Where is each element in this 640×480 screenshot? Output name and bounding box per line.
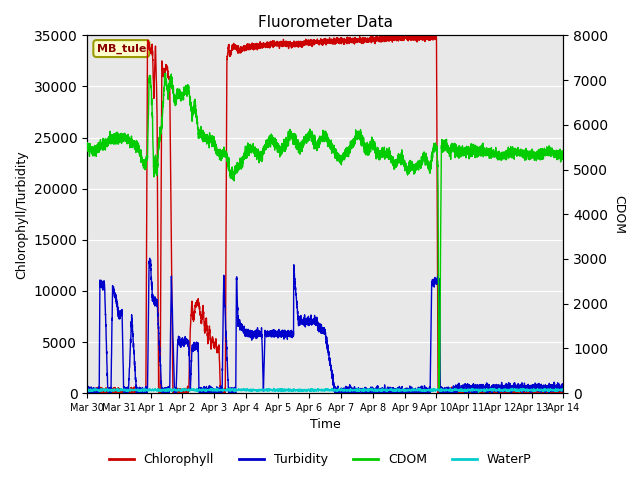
Y-axis label: CDOM: CDOM <box>612 195 625 234</box>
Y-axis label: Chlorophyll/Turbidity: Chlorophyll/Turbidity <box>15 150 28 278</box>
Text: MB_tule: MB_tule <box>97 43 146 54</box>
X-axis label: Time: Time <box>310 419 340 432</box>
Legend: Chlorophyll, Turbidity, CDOM, WaterP: Chlorophyll, Turbidity, CDOM, WaterP <box>104 448 536 471</box>
Title: Fluorometer Data: Fluorometer Data <box>258 15 393 30</box>
